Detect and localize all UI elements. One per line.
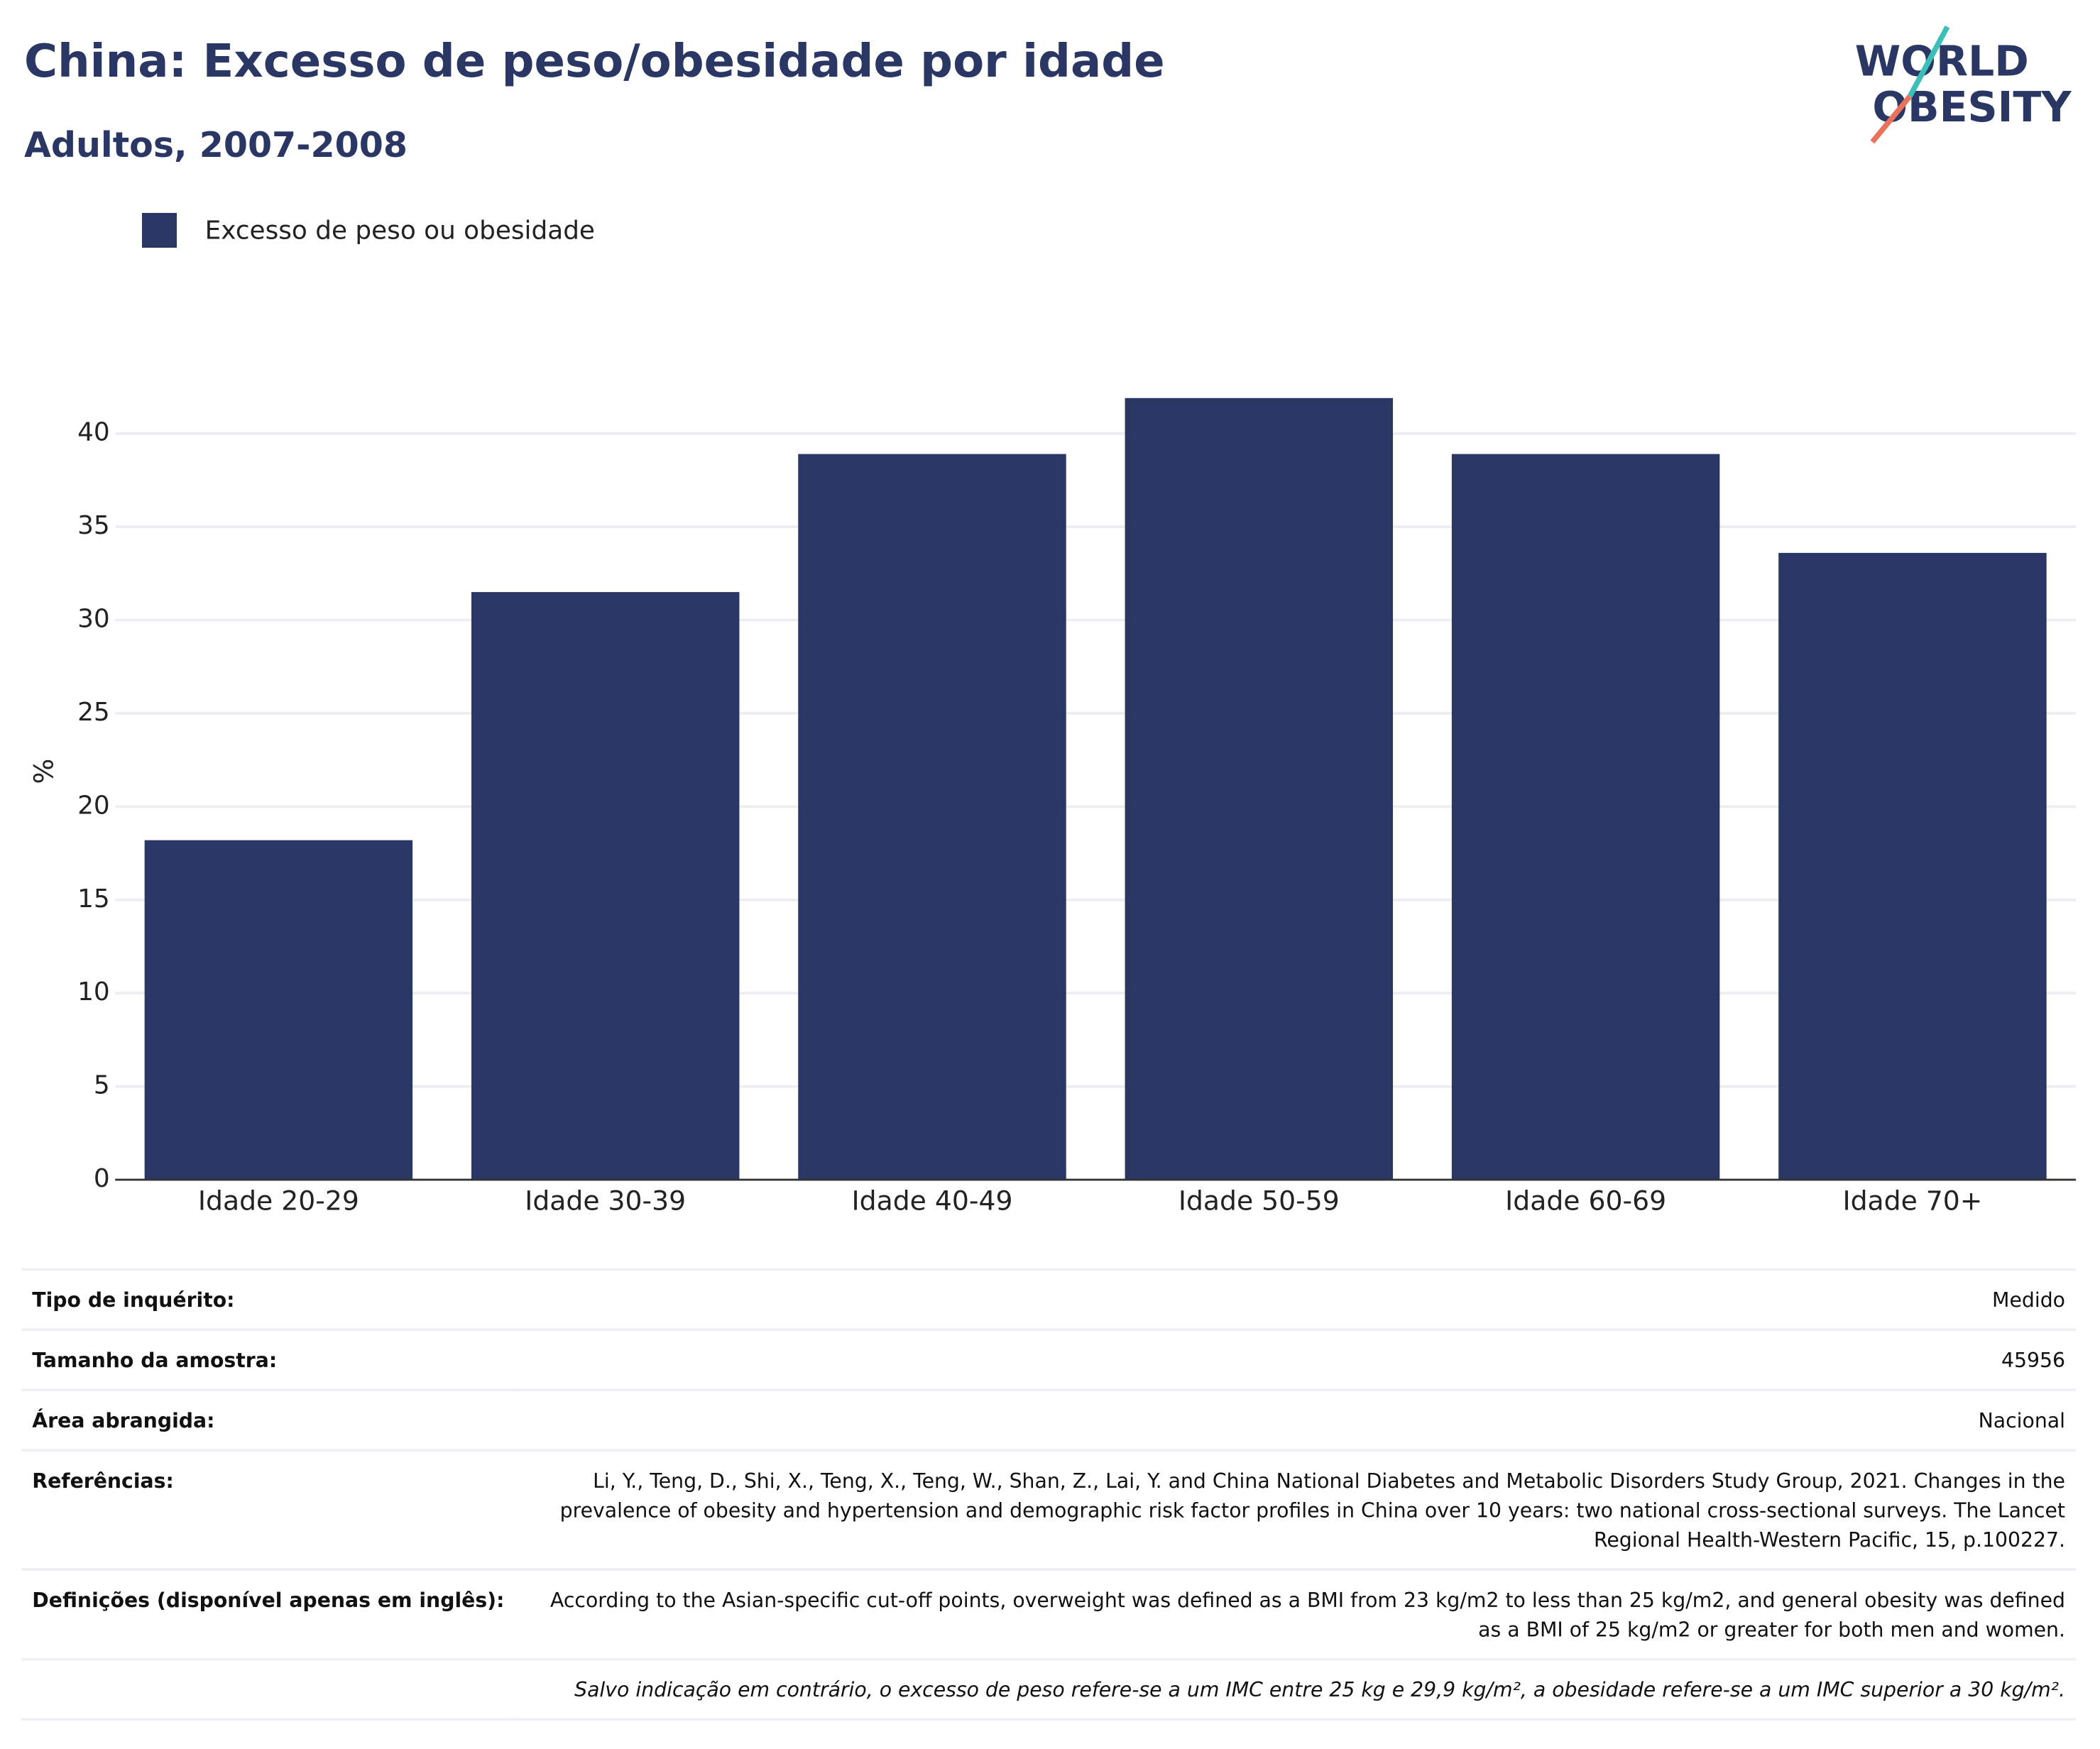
- info-value: According to the Asian-specific cut-off …: [515, 1568, 2077, 1660]
- info-row: Tamanho da amostra: 45956: [21, 1328, 2077, 1391]
- y-tick-label: 10: [77, 977, 110, 1007]
- info-key: Tamanho da amostra:: [21, 1328, 515, 1391]
- logo-slash: [1907, 25, 1950, 98]
- logo: WORLD OBESITY: [1855, 25, 2072, 144]
- chart-title: China: Excesso de peso/obesidade por ida…: [24, 35, 1165, 88]
- bar: [471, 592, 740, 1180]
- bar: [144, 840, 413, 1180]
- bar: [1125, 398, 1394, 1180]
- x-tick-label: Idade 70+: [1842, 1185, 1982, 1217]
- y-tick-label: 5: [94, 1071, 110, 1100]
- info-value: Medido: [515, 1268, 2077, 1330]
- x-tick-label: Idade 40-49: [852, 1185, 1013, 1217]
- info-row: Definições (disponível apenas em inglês)…: [21, 1568, 2077, 1660]
- bar: [798, 454, 1066, 1180]
- logo-slash: [1870, 94, 1913, 144]
- info-row: Referências: Li, Y., Teng, D., Shi, X., T…: [21, 1449, 2077, 1569]
- info-row: Área abrangida: Nacional: [21, 1388, 2077, 1451]
- info-value: Li, Y., Teng, D., Shi, X., Teng, X., Ten…: [515, 1449, 2077, 1569]
- y-tick-label: 20: [77, 791, 110, 820]
- y-tick-label: 35: [77, 511, 110, 540]
- y-axis-label: %: [28, 759, 60, 784]
- info-value: 45956: [515, 1328, 2077, 1391]
- chart: China: Excesso de peso/obesidade por ida…: [24, 25, 2077, 1217]
- info-key: Referências:: [21, 1449, 515, 1569]
- x-tick-label: Idade 60-69: [1505, 1185, 1666, 1217]
- info-body: Tipo de inquérito: Medido Tamanho da amost…: [21, 1268, 2077, 1721]
- note-row: Salvo indicação em contrário, o excesso …: [21, 1657, 2077, 1721]
- y-tick-label: 0: [94, 1164, 110, 1193]
- x-tick-label: Idade 20-29: [198, 1185, 359, 1217]
- info-row: Tipo de inquérito: Medido: [21, 1268, 2077, 1330]
- info-key: Área abrangida:: [21, 1388, 515, 1451]
- x-tick-label: Idade 30-39: [525, 1185, 686, 1217]
- y-tick-label: 30: [77, 605, 110, 634]
- info-value: Nacional: [515, 1388, 2077, 1451]
- note: Salvo indicação em contrário, o excesso …: [21, 1657, 2077, 1721]
- info-key: Definições (disponível apenas em inglês)…: [21, 1568, 515, 1660]
- bar: [1778, 552, 2047, 1180]
- info-table: Tipo de inquérito: Medido Tamanho da amost…: [21, 1268, 2077, 1721]
- legend-label: Excesso de peso ou obesidade: [205, 216, 595, 245]
- y-tick-label: 25: [77, 698, 110, 727]
- y-tick-label: 15: [77, 884, 110, 914]
- chart-subtitle: Adultos, 2007-2008: [24, 124, 408, 165]
- legend-swatch: [141, 212, 177, 248]
- logo-text: WORLD: [1855, 38, 2029, 86]
- info-key: Tipo de inquérito:: [21, 1268, 515, 1330]
- y-tick-label: 40: [77, 418, 110, 447]
- x-tick-label: Idade 50-59: [1178, 1185, 1340, 1217]
- logo-text: OBESITY: [1872, 83, 2072, 131]
- bar: [1451, 454, 1720, 1180]
